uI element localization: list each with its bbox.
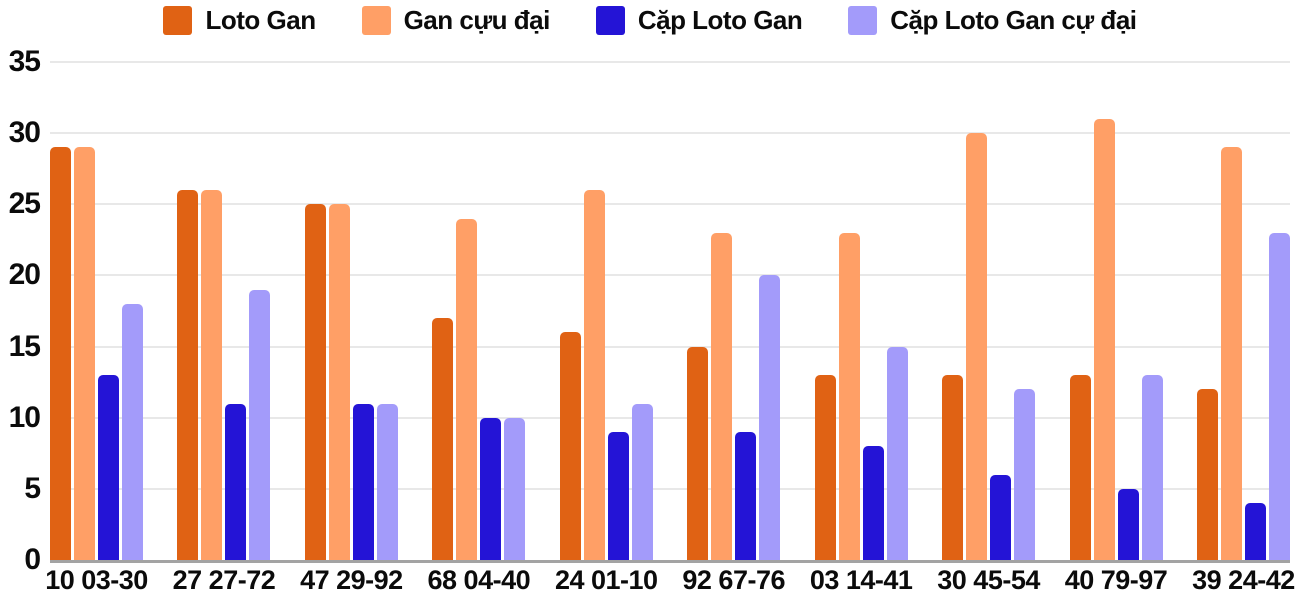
y-tick-label: 25: [8, 187, 41, 221]
bar-s3-g0[interactable]: [122, 303, 143, 560]
gridline-35: [50, 61, 1290, 63]
legend-swatch-icon: [361, 6, 391, 35]
bar-s2-g5[interactable]: [735, 431, 757, 560]
bar-s1-g2[interactable]: [328, 204, 350, 560]
bar-s1-g9[interactable]: [1220, 147, 1242, 560]
legend: Loto Gan Gan cựu đại Cặp Loto Gan Cặp Loto …: [0, 5, 1300, 36]
legend-swatch-icon: [163, 6, 193, 35]
legend-label: Cặp Loto Gan cự đại: [890, 5, 1137, 35]
gridline-20: [50, 274, 1290, 277]
x-tick-label-4: 24 01-10: [554, 565, 658, 595]
bar-group-2: [304, 62, 398, 560]
x-tick-label-1: 27 27-72: [172, 565, 276, 595]
bar-s1-g8[interactable]: [1093, 118, 1115, 560]
gridline-5: [50, 487, 1290, 490]
bar-s2-g6[interactable]: [862, 446, 884, 560]
bar-group-9: [1196, 62, 1290, 560]
legend-item-0[interactable]: Loto Gan: [163, 5, 316, 36]
gridline-15: [50, 345, 1290, 348]
legend-item-3[interactable]: Cặp Loto Gan cự đại: [848, 5, 1137, 36]
x-tick-label-6: 03 14-41: [809, 565, 913, 595]
bar-s3-g8[interactable]: [1141, 375, 1163, 560]
y-tick-label: 15: [8, 329, 41, 363]
gridline-30: [50, 132, 1290, 135]
bar-s2-g0[interactable]: [98, 375, 119, 560]
legend-swatch-icon: [848, 6, 878, 35]
bar-s3-g3[interactable]: [504, 417, 526, 560]
x-tick-label-5: 92 67-76: [682, 565, 785, 595]
bar-s1-g6[interactable]: [838, 232, 860, 560]
bar-s2-g4[interactable]: [607, 431, 629, 560]
y-tick-label: 10: [8, 400, 41, 434]
bar-s3-g1[interactable]: [249, 289, 271, 560]
bar-group-5: [687, 62, 781, 560]
y-tick-label: 0: [24, 543, 41, 576]
bar-s3-g5[interactable]: [759, 275, 781, 560]
x-axis: 10 03-30 27 27-72 47 29-92 68 04-40 24 01-10…: [45, 565, 1295, 595]
y-tick-label: 5: [24, 471, 41, 505]
x-tick-label-0: 10 03-30: [45, 565, 148, 595]
bar-group-1: [177, 62, 271, 560]
bar-group-6: [814, 62, 908, 560]
bar-s0-g6[interactable]: [814, 375, 836, 560]
legend-label: Gan cựu đại: [403, 5, 551, 35]
bar-s3-g9[interactable]: [1268, 232, 1290, 560]
bar-s2-g2[interactable]: [352, 403, 374, 560]
bar-group-4: [559, 62, 653, 560]
bar-s3-g6[interactable]: [886, 346, 908, 560]
legend-item-1[interactable]: Gan cựu đại: [361, 5, 551, 36]
bar-s1-g7[interactable]: [966, 133, 988, 560]
bar-s2-g3[interactable]: [480, 417, 502, 560]
bar-s0-g1[interactable]: [177, 190, 199, 560]
bar-s2-g7[interactable]: [990, 474, 1012, 560]
bar-s3-g4[interactable]: [631, 403, 653, 560]
bar-s0-g8[interactable]: [1069, 375, 1091, 560]
bar-s1-g4[interactable]: [583, 190, 605, 560]
bar-group-3: [432, 62, 526, 560]
bar-s0-g4[interactable]: [559, 332, 581, 560]
bar-s0-g3[interactable]: [432, 318, 454, 560]
legend-item-2[interactable]: Cặp Loto Gan: [595, 5, 803, 36]
y-tick-label: 20: [8, 258, 41, 292]
bar-s1-g1[interactable]: [201, 190, 223, 560]
bar-s0-g9[interactable]: [1196, 389, 1218, 560]
bar-s3-g7[interactable]: [1014, 389, 1036, 560]
y-tick-label: 35: [8, 45, 41, 78]
bar-s3-g2[interactable]: [376, 403, 398, 560]
bar-groups: [50, 62, 1290, 560]
bar-s2-g9[interactable]: [1244, 503, 1266, 560]
legend-swatch-icon: [595, 6, 625, 35]
bar-s1-g3[interactable]: [456, 218, 478, 560]
x-tick-label-3: 68 04-40: [427, 565, 531, 595]
bar-s1-g0[interactable]: [74, 147, 95, 560]
x-tick-label-8: 40 79-97: [1064, 565, 1168, 595]
legend-label: Cặp Loto Gan: [637, 5, 803, 35]
x-tick-label-2: 47 29-92: [300, 565, 403, 595]
bar-group-0: [50, 62, 143, 560]
bar-group-7: [942, 62, 1036, 560]
plot-area: [50, 61, 1290, 563]
bar-s0-g7[interactable]: [942, 375, 964, 560]
bar-s1-g5[interactable]: [711, 232, 733, 560]
bar-s0-g2[interactable]: [304, 204, 326, 560]
bar-s2-g1[interactable]: [225, 403, 247, 560]
y-axis: 35 30 25 20 15 10 5 0: [0, 47, 41, 575]
bar-s0-g5[interactable]: [687, 346, 709, 560]
legend-label: Loto Gan: [205, 5, 316, 35]
x-tick-label-7: 30 45-54: [937, 565, 1040, 595]
bar-group-8: [1069, 62, 1163, 560]
gridline-10: [50, 416, 1290, 419]
gridline-25: [50, 203, 1290, 206]
bar-s2-g8[interactable]: [1117, 488, 1139, 560]
y-tick-label: 30: [8, 116, 41, 150]
bar-s0-g0[interactable]: [50, 147, 71, 560]
x-tick-label-9: 39 24-42: [1192, 565, 1295, 595]
